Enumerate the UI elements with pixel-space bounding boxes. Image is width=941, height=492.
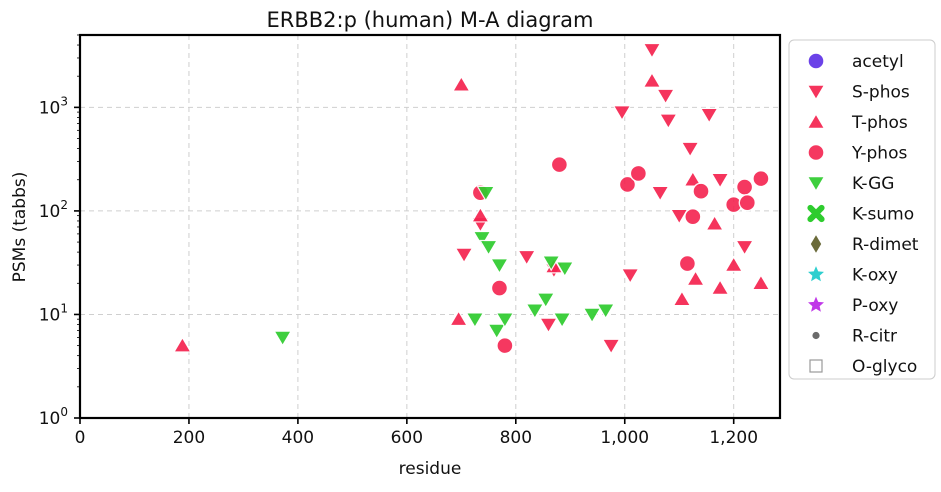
marker-s-phos — [517, 249, 537, 267]
x-tick-label: 1,200 — [709, 428, 758, 448]
marker-s-phos — [620, 268, 640, 285]
x-tick-label: 200 — [173, 428, 205, 448]
marker-k-gg — [536, 292, 556, 309]
marker-y-phos — [550, 155, 569, 174]
marker-s-phos — [656, 88, 676, 105]
marker-s-phos — [680, 141, 700, 158]
marker-s-phos — [454, 247, 474, 264]
marker-y-phos — [496, 336, 514, 355]
plot-frame — [78, 33, 782, 420]
y-tick-label: 101 — [39, 301, 68, 325]
legend-marker-o-glyco — [809, 359, 823, 373]
marker-k-gg — [541, 255, 561, 272]
marker-s-phos — [539, 317, 558, 334]
x-tick-label: 800 — [500, 428, 532, 448]
legend-label: K-GG — [852, 174, 894, 194]
marker-y-phos — [735, 178, 754, 196]
legend-label: Y-phos — [851, 144, 907, 164]
marker-t-phos — [724, 255, 744, 272]
marker-k-gg — [472, 230, 492, 247]
y-tick-label: 100 — [39, 405, 68, 429]
chart-title: ERBB2:p (human) M-A diagram — [266, 8, 593, 32]
markers — [172, 42, 771, 355]
marker-k-gg — [582, 307, 602, 324]
marker-t-phos — [642, 71, 662, 88]
marker-y-phos — [692, 182, 710, 200]
legend-label: P-oxy — [852, 296, 898, 316]
legend-label: R-dimet — [852, 235, 919, 255]
marker-k-gg — [465, 312, 485, 329]
x-ticks: 0 200 400 600 800 1,000 1,200 — [75, 418, 758, 448]
legend-label: S-phos — [852, 83, 910, 103]
marker-s-phos — [650, 185, 670, 202]
marker-s-phos — [601, 338, 621, 355]
y-ticks: 100 101 102 103 — [39, 34, 80, 429]
legend-marker-k-oxy — [808, 266, 824, 282]
legend-marker-r-dimet — [810, 235, 822, 253]
legend-label: K-sumo — [852, 205, 914, 225]
marker-k-gg — [555, 261, 575, 278]
marker-s-phos — [669, 208, 689, 225]
marker-t-phos — [672, 290, 692, 307]
legend-marker-k-gg — [806, 176, 826, 193]
marker-y-phos — [629, 164, 648, 183]
marker-k-gg — [495, 312, 515, 329]
legend-label: acetyl — [852, 52, 904, 72]
marker-t-phos — [710, 278, 730, 295]
marker-y-phos — [684, 207, 702, 226]
marker-y-phos — [738, 194, 757, 212]
y-tick-label: 103 — [39, 94, 68, 118]
marker-t-phos — [451, 75, 471, 92]
x-tick-label: 600 — [391, 428, 423, 448]
marker-s-phos — [642, 42, 662, 59]
legend-marker-t-phos — [806, 112, 826, 129]
legend-marker-s-phos — [806, 84, 826, 101]
marker-k-gg — [490, 258, 509, 275]
legend-marker-y-phos — [807, 143, 825, 162]
marker-t-phos — [449, 310, 469, 327]
marker-t-phos — [683, 170, 703, 187]
marker-t-phos — [686, 269, 706, 286]
marker-t-phos — [705, 214, 725, 231]
marker-k-gg — [487, 323, 507, 340]
marker-k-gg — [273, 330, 293, 347]
y-axis-label: PSMs (tabbs) — [10, 172, 30, 283]
marker-y-phos — [752, 169, 770, 188]
legend: acetyl S-phos T-phos Y-phos K-GG K-sumo R-dime… — [788, 39, 936, 380]
grid — [80, 35, 780, 418]
marker-s-phos — [735, 239, 755, 256]
marker-y-phos — [618, 175, 637, 194]
legend-marker-r-citr — [812, 331, 820, 340]
marker-s-phos — [710, 172, 730, 189]
marker-s-phos — [699, 107, 719, 124]
legend-frame — [788, 39, 936, 380]
x-tick-label: 1,000 — [600, 428, 649, 448]
legend-marker-k-sumo — [807, 204, 825, 223]
legend-marker-acetyl — [807, 52, 825, 70]
legend-marker-p-oxy — [808, 296, 824, 312]
marker-t-phos — [172, 336, 192, 353]
marker-y-phos — [490, 279, 509, 297]
marker-k-gg — [525, 303, 545, 320]
marker-s-phos — [612, 105, 632, 122]
marker-s-phos — [658, 113, 678, 130]
legend-label: K-oxy — [852, 266, 898, 286]
marker-y-phos — [678, 254, 697, 273]
marker-k-gg — [552, 312, 572, 329]
legend-label: R-citr — [852, 327, 897, 347]
legend-label: T-phos — [851, 113, 908, 133]
marker-k-gg — [596, 303, 616, 320]
marker-k-gg — [476, 185, 496, 202]
x-tick-label: 400 — [282, 428, 314, 448]
x-axis-label: residue — [399, 459, 462, 479]
legend-label: O-glyco — [852, 357, 917, 377]
x-tick-label: 0 — [75, 428, 86, 448]
marker-k-gg — [479, 239, 499, 256]
marker-t-phos — [751, 274, 771, 291]
marker-t-phos — [470, 206, 490, 223]
y-tick-label: 102 — [39, 198, 68, 222]
